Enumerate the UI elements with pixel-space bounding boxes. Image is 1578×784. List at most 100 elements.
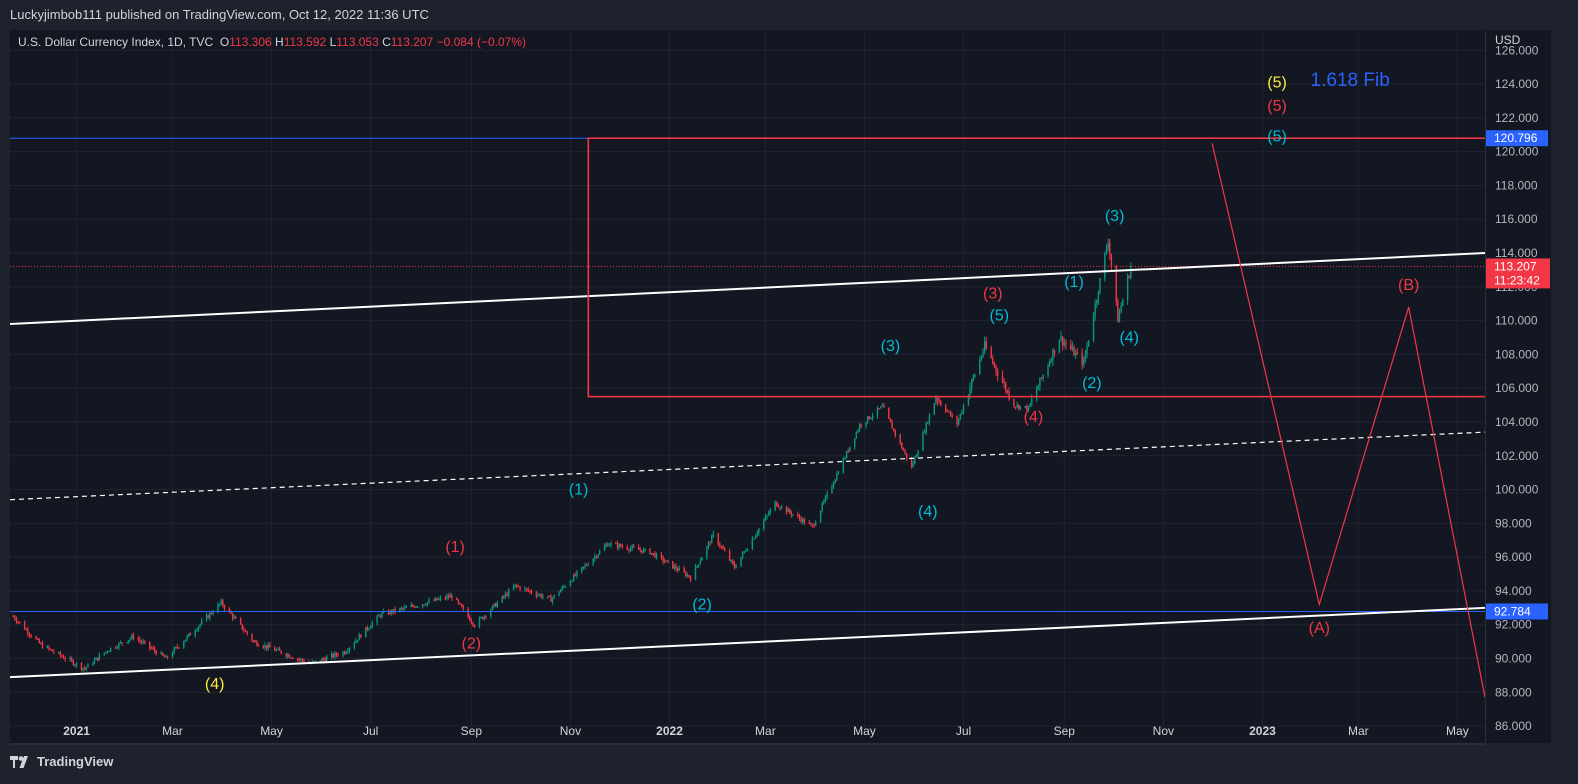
wave-label[interactable]: (2) [692,597,712,614]
candle [707,540,710,550]
candle [857,428,859,434]
wave-label[interactable]: (4) [1119,330,1139,347]
wave-label[interactable]: (4) [918,504,938,521]
wave-label[interactable]: (3) [983,286,1003,303]
candle [402,607,404,611]
candle-body [836,473,838,480]
candle-body [1052,349,1054,361]
symbol-name[interactable]: U.S. Dollar Currency Index, 1D, TVC [18,35,214,49]
candle [1060,331,1062,342]
candle [1094,299,1096,321]
candle [269,641,271,648]
candle [798,513,801,522]
chart-pane[interactable]: (4) (1) (2) (1) (2) (3) (4) (3) (5) (4) (1) (2) (3) (… [10,30,1485,743]
candle-body [1001,375,1004,383]
candle [694,563,697,581]
wave-label[interactable]: (5) [990,308,1010,325]
wave-label[interactable]: (4) [205,676,225,693]
candle [1061,336,1064,351]
candle [712,530,715,539]
candle-body [116,647,118,649]
candle-body [467,608,469,617]
candle [1073,344,1075,356]
candle [810,522,812,527]
wave-label[interactable]: (4) [1024,409,1044,426]
candle-body [1016,404,1018,407]
channel-midline[interactable] [10,431,1485,501]
channel-line[interactable] [10,606,1485,679]
candle [199,623,201,629]
candle [854,438,856,450]
wave-label[interactable]: (5) [1267,74,1287,91]
candle [699,557,702,565]
wave-label[interactable]: 1.618 Fib [1311,70,1390,91]
candle-body [701,557,703,561]
channel-line[interactable] [10,252,1485,325]
candle-body [74,664,76,666]
abc-projection-path[interactable] [1211,143,1485,698]
candle-body [95,657,97,660]
candle-body [665,560,667,562]
candle [576,569,578,579]
candle [459,602,461,605]
wave-label[interactable]: (3) [1105,208,1125,225]
candle-body [883,405,885,408]
candle-body [597,554,599,558]
candle [1018,404,1020,411]
candle [540,592,542,599]
candle-body [1035,389,1038,400]
wave-label[interactable]: (3) [881,338,901,355]
candle-body [176,647,179,649]
candle [469,614,471,622]
candle-body [277,648,279,650]
price-scale[interactable]: USD 126.000 124.000 122.000 120.000 118.000 1… [1485,30,1551,743]
candle [995,364,997,376]
wave-label[interactable]: (1) [569,482,589,499]
candle [222,598,224,608]
candle-body [298,659,300,661]
candle [173,646,175,655]
wave-label[interactable]: (5) [1267,129,1287,146]
candle-body [944,405,947,412]
wave-label[interactable]: (2) [462,635,482,652]
tradingview-logo[interactable]: TradingView [10,754,113,769]
candle-body [857,430,859,433]
candle-body [1128,276,1130,278]
candle-body [698,564,700,566]
candle-body [200,620,203,625]
candle [743,551,745,554]
wave-label[interactable]: (1) [445,539,465,556]
candle-body [667,560,669,562]
candle [706,545,708,560]
candle-body [140,641,143,643]
candle [391,609,393,616]
candle-body [686,575,689,577]
candle-body [508,589,510,596]
candle-body [751,538,754,550]
candle-body [633,546,635,548]
chart-svg[interactable]: (4) (1) (2) (1) (2) (3) (4) (3) (5) (4) (1) (2) (3) (… [10,30,1485,743]
candle [35,635,37,640]
price-scale-svg[interactable]: USD 126.000124.000122.000120.000118.0001… [1486,30,1551,743]
candle-body [706,546,708,558]
candle-body [230,611,232,614]
target-box[interactable] [587,137,1485,398]
candle-body [239,618,242,625]
candle [1126,273,1129,305]
wave-label[interactable]: (B) [1398,277,1419,294]
candle [84,665,86,671]
candle [883,402,885,408]
candle-body [576,571,578,576]
candle-body [847,451,849,453]
wave-label[interactable]: (1) [1064,274,1084,291]
wave-label[interactable]: (5) [1267,98,1287,115]
symbol-legend[interactable]: U.S. Dollar Currency Index, 1D, TVC O113… [18,34,526,50]
wave-label[interactable]: (A) [1309,620,1330,637]
wave-label[interactable]: (2) [1082,375,1102,392]
tradingview-brand: TradingView [37,754,114,769]
price-tick-label: 116.000 [1495,212,1538,226]
candle [899,433,901,446]
candle [628,548,630,553]
candle-body [267,644,269,649]
candle-body [381,612,383,617]
